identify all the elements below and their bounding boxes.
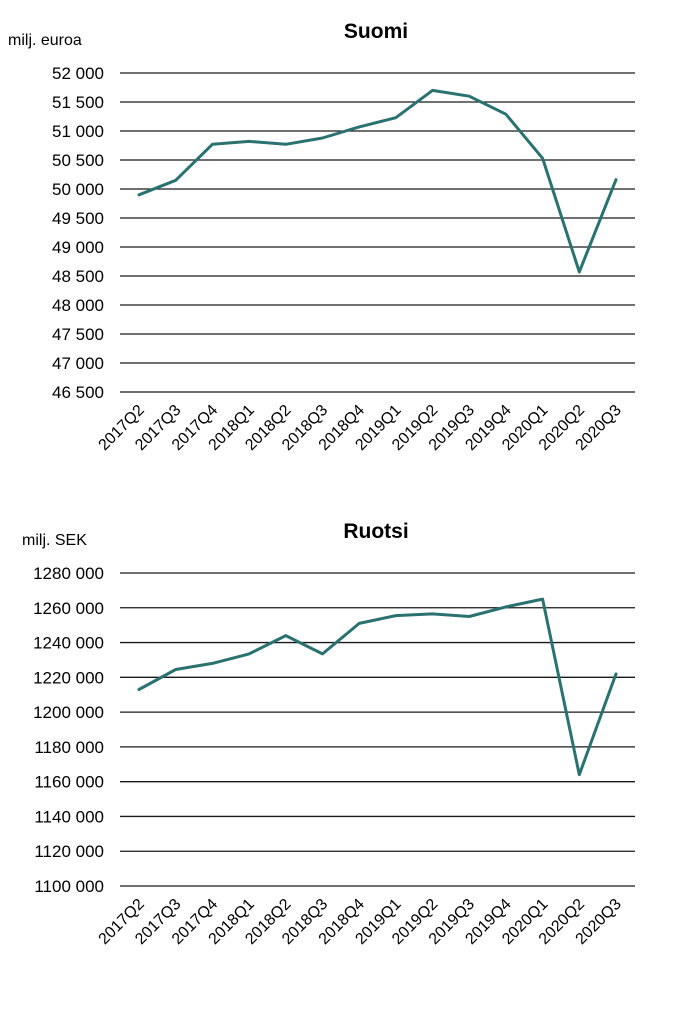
- y-tick-label: 49 500: [52, 209, 104, 228]
- y-tick-label: 1180 000: [34, 738, 104, 757]
- y-tick-label: 50 000: [52, 180, 104, 199]
- y-tick-label: 1120 000: [34, 842, 104, 861]
- y-tick-label: 47 500: [52, 325, 104, 344]
- y-tick-label: 47 000: [52, 354, 104, 373]
- series-line: [139, 599, 616, 775]
- y-tick-label: 52 000: [52, 64, 104, 83]
- y-tick-label: 48 000: [52, 296, 104, 315]
- y-tick-label: 1200 000: [33, 703, 104, 722]
- y-tick-label: 1100 000: [34, 877, 104, 896]
- y-tick-label: 1280 000: [33, 564, 104, 583]
- y-tick-label: 1140 000: [34, 807, 104, 826]
- y-tick-label: 49 000: [52, 238, 104, 257]
- series-line: [139, 90, 616, 272]
- chart-2: Ruotsi milj. SEK 1280 000 1260 000 1240 000 1…: [22, 520, 635, 948]
- chart-title: Suomi: [344, 20, 408, 43]
- chart-1: Suomi milj. euroa 52 000 51 500 51 000 50 500…: [8, 20, 635, 454]
- y-tick-label: 46 500: [52, 383, 104, 402]
- y-tick-label: 51 500: [52, 93, 104, 112]
- y-tick-label: 1220 000: [33, 668, 104, 687]
- chart-title: Ruotsi: [343, 520, 408, 543]
- y-tick-label: 50 500: [52, 151, 104, 170]
- y-tick-label: 48 500: [52, 267, 104, 286]
- y-tick-label: 51 000: [52, 122, 104, 141]
- y-axis-unit-label: milj. euroa: [8, 32, 82, 49]
- y-axis-unit-label: milj. SEK: [22, 532, 87, 549]
- y-tick-label: 1260 000: [33, 599, 104, 618]
- y-tick-label: 1240 000: [33, 634, 104, 653]
- y-tick-label: 1160 000: [34, 773, 104, 792]
